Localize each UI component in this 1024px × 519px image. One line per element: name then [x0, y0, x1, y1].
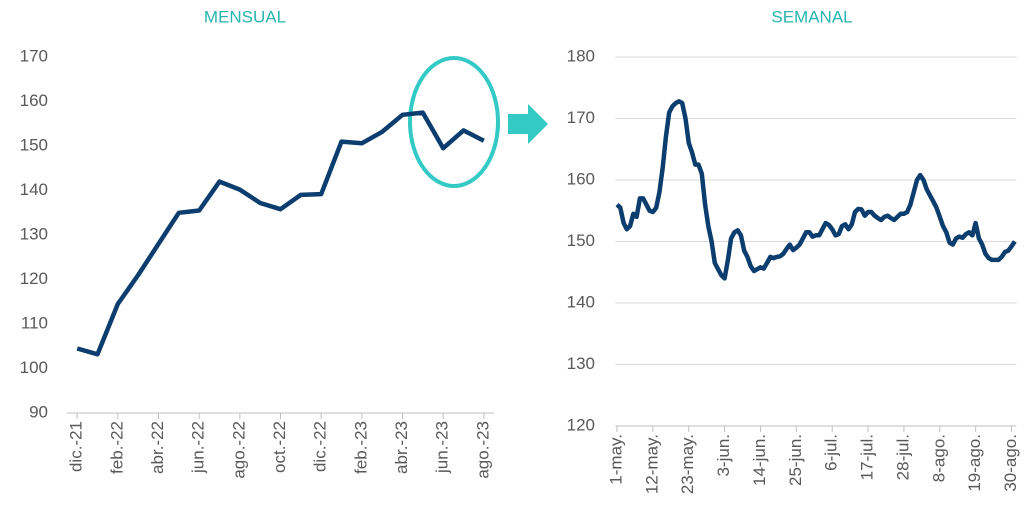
x-tick-label: 14-jun.: [750, 434, 769, 486]
line: [615, 99, 1017, 281]
y-tick-label: 110: [21, 313, 48, 332]
x-tick-label: abr.-22: [148, 421, 167, 474]
x-tick-label: 12-may.: [642, 434, 661, 494]
y-tick-label: 160: [567, 169, 595, 188]
y-tick-label: 160: [20, 91, 48, 110]
x-tick-label: 28-jul.: [893, 434, 912, 480]
x-tick-label: 1-may.: [607, 434, 626, 485]
line: [76, 110, 485, 357]
x-tick-label: ago.-23: [473, 421, 492, 479]
x-tick-label: dic.-21: [67, 421, 86, 472]
x-tick-label: 19-ago.: [965, 434, 984, 492]
x-tick-label: 25-jun.: [786, 434, 805, 486]
chart-title: SEMANAL: [771, 7, 852, 26]
x-tick-label: ago.-22: [229, 421, 248, 479]
x-tick-label: 17-jul.: [858, 434, 877, 480]
x-tick-label: dic.-22: [311, 421, 330, 472]
y-tick-label: 120: [567, 415, 595, 434]
x-tick-label: jun.-22: [189, 421, 208, 474]
y-tick-label: 140: [20, 180, 48, 199]
x-tick-label: jun.-23: [433, 421, 452, 474]
chart-title: MENSUAL: [204, 7, 286, 26]
y-tick-label: 90: [29, 402, 48, 421]
y-tick-label: 140: [567, 292, 595, 311]
y-tick-label: 150: [20, 135, 48, 154]
x-tick-label: 8-ago.: [929, 434, 948, 482]
x-tick-label: 23-may.: [678, 434, 697, 494]
y-tick-label: 130: [20, 224, 48, 243]
y-tick-label: 170: [20, 46, 48, 65]
x-tick-label: oct.-22: [270, 421, 289, 473]
highlight-ellipse: [408, 56, 500, 188]
y-tick-label: 150: [567, 231, 595, 250]
arrow: [508, 104, 548, 144]
x-tick-label: 3-jun.: [714, 434, 733, 477]
y-tick-label: 170: [567, 108, 595, 127]
x-tick-label: feb.-22: [107, 421, 126, 474]
y-tick-label: 120: [20, 269, 48, 288]
y-tick-label: 100: [20, 358, 48, 377]
y-tick-label: 130: [567, 354, 595, 373]
x-tick-label: 6-jul.: [822, 434, 841, 471]
x-tick-label: 30-ago.: [1001, 434, 1020, 492]
y-tick-label: 180: [567, 46, 595, 65]
x-tick-label: feb.-23: [351, 421, 370, 474]
x-tick-label: abr.-23: [392, 421, 411, 474]
